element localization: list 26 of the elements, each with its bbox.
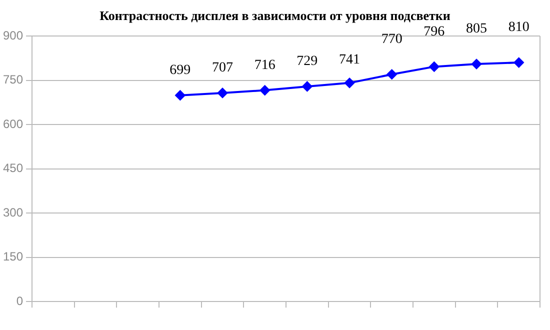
- y-tick-label: 0: [16, 294, 24, 308]
- data-label: 770: [381, 32, 402, 48]
- data-label: 741: [339, 52, 360, 68]
- y-tick-label: 600: [2, 116, 24, 131]
- point: [218, 88, 228, 98]
- point: [302, 81, 312, 92]
- data-label: 699: [170, 62, 191, 78]
- point: [260, 85, 270, 96]
- point: [429, 62, 440, 72]
- y-tick-label: 750: [2, 72, 24, 87]
- data-label: 707: [212, 60, 234, 76]
- data-label: 805: [466, 22, 488, 37]
- y-tick-label: 450: [2, 161, 24, 176]
- y-tick-label: 900: [2, 28, 24, 42]
- point: [472, 59, 482, 70]
- data-label: 729: [296, 54, 318, 70]
- y-tick-label: 150: [2, 250, 24, 264]
- point: [344, 78, 355, 88]
- data-label: 810: [508, 20, 530, 36]
- data-label: 716: [254, 58, 276, 73]
- data-label: 796: [424, 24, 445, 40]
- point: [514, 58, 524, 68]
- chart-title: Контрастность дисплея в зависимости от уровня подсветки: [100, 8, 450, 23]
- y-tick-label: 300: [2, 205, 24, 220]
- point: [386, 69, 397, 80]
- point: [175, 90, 186, 100]
